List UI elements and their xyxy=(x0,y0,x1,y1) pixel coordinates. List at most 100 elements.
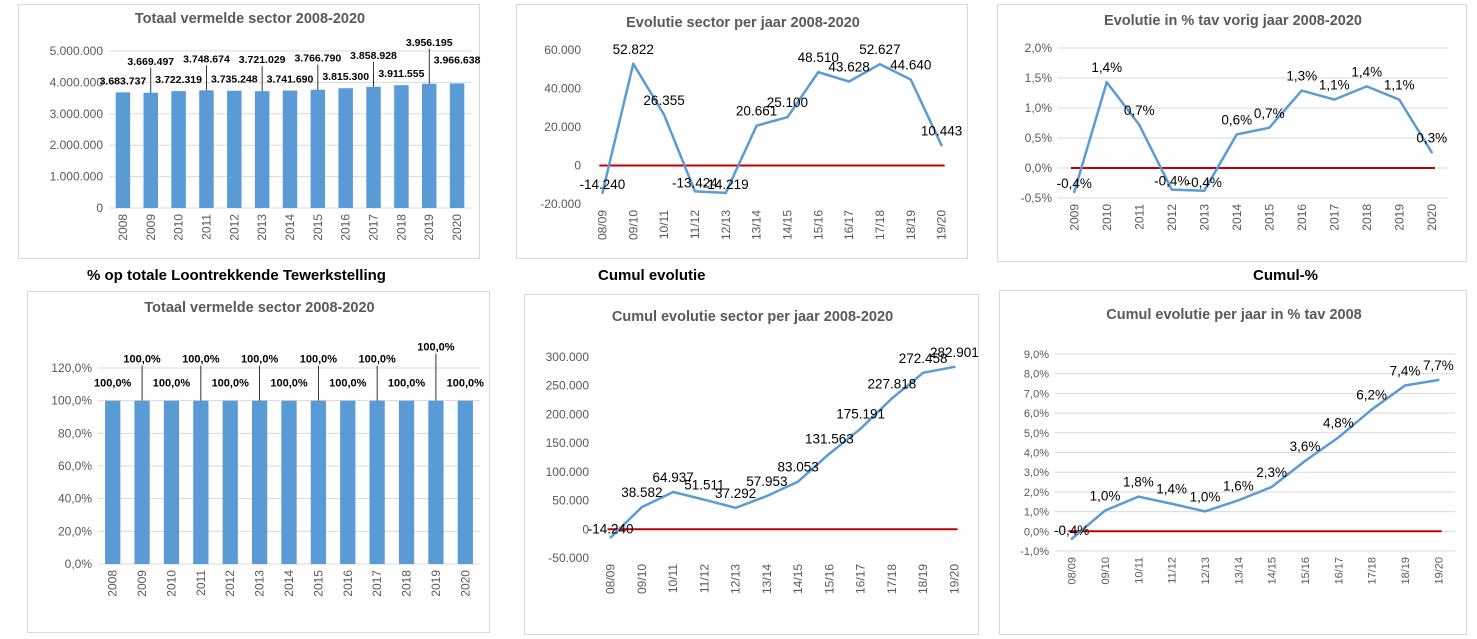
x-tick-label: 2015 xyxy=(1262,204,1276,231)
data-label: 100,0% xyxy=(329,378,367,390)
y-tick-label: 60.000 xyxy=(544,43,581,57)
data-label: 100,0% xyxy=(388,378,426,390)
data-point xyxy=(921,371,925,375)
y-tick-label: -20.000 xyxy=(540,197,581,211)
x-tick-label: 09/10 xyxy=(1100,557,1112,585)
x-tick-label: 11/12 xyxy=(1167,557,1179,584)
y-tick-label: 4,0% xyxy=(1024,448,1049,460)
x-tick-label: 17/18 xyxy=(1367,557,1379,585)
data-label: 48.510 xyxy=(798,50,839,65)
y-tick-label: 120,0% xyxy=(51,361,92,375)
y-tick-label: 6,0% xyxy=(1024,408,1049,420)
data-point xyxy=(817,70,820,74)
data-point xyxy=(632,62,635,66)
x-tick-label: 14/15 xyxy=(780,210,794,240)
y-tick-label: 150.000 xyxy=(546,436,590,450)
series-line xyxy=(601,62,943,195)
data-label: 3.858.928 xyxy=(350,50,397,62)
data-label: 1,1% xyxy=(1319,78,1350,93)
data-label: -14.219 xyxy=(703,177,749,192)
data-label: 7,7% xyxy=(1423,358,1454,373)
bar xyxy=(251,400,268,564)
data-point xyxy=(796,480,800,483)
bar xyxy=(340,400,356,564)
data-point xyxy=(1365,85,1368,88)
bar xyxy=(105,400,121,564)
chart-title: Totaal vermelde sector 2008-2020 xyxy=(144,300,374,316)
data-label: 44.640 xyxy=(890,58,931,73)
data-label: 3.722.319 xyxy=(155,74,202,86)
x-tick-label: 2012 xyxy=(223,570,237,597)
x-tick-label: 08/09 xyxy=(604,564,618,594)
data-point xyxy=(703,498,706,501)
bar xyxy=(338,88,353,208)
x-tick-label: 12/13 xyxy=(729,564,743,594)
data-label: 175.191 xyxy=(836,407,885,422)
x-tick-label: 2020 xyxy=(458,570,472,597)
x-tick-label: 2011 xyxy=(1132,204,1146,230)
y-tick-label: 2,0% xyxy=(1025,41,1053,55)
data-point xyxy=(693,190,697,193)
data-label: 2,3% xyxy=(1256,465,1287,480)
data-point xyxy=(1138,123,1141,127)
data-label: 0,7% xyxy=(1254,106,1285,121)
data-label: 0,3% xyxy=(1416,130,1447,145)
data-label: 0,6% xyxy=(1221,112,1252,127)
data-point xyxy=(765,494,769,498)
x-tick-label: 2011 xyxy=(194,570,208,596)
y-tick-label: 7,0% xyxy=(1024,388,1049,400)
data-point xyxy=(786,115,789,119)
x-tick-label: 12/13 xyxy=(719,210,733,240)
data-point xyxy=(1370,408,1373,411)
x-tick-label: 15/16 xyxy=(1300,557,1312,585)
series-line xyxy=(1070,378,1439,540)
chart-svg: Totaal vermelde sector 2008-2020 0 1.000.0… xyxy=(50,11,481,241)
data-label: 1,4% xyxy=(1156,482,1187,497)
y-tick-label: 0,0% xyxy=(1025,161,1053,175)
y-tick-label: 80,0% xyxy=(58,426,92,440)
x-tick-label: 09/10 xyxy=(635,564,649,594)
y-tick-label: 250.000 xyxy=(546,379,590,393)
y-tick-label: 50.000 xyxy=(552,494,589,508)
data-point xyxy=(1398,98,1401,101)
x-tick-label: 2016 xyxy=(341,570,355,597)
data-label: 100,0% xyxy=(241,354,279,366)
chart-svg: Cumul evolutie per jaar in % tav 2008 -1,… xyxy=(1020,307,1455,585)
data-label: 3.911.555 xyxy=(378,68,424,80)
x-tick-label: 2009 xyxy=(135,570,149,597)
x-tick-label: 13/14 xyxy=(1233,557,1245,585)
data-point xyxy=(671,490,675,494)
data-label: 1,0% xyxy=(1090,489,1121,504)
section-title-pct-total: % op totale Loontrekkende Tewerkstelling xyxy=(87,267,386,284)
x-tick-label: 14/15 xyxy=(791,564,805,594)
data-label: 100,0% xyxy=(300,354,338,366)
y-tick-label: 300.000 xyxy=(546,350,590,364)
data-label: 57.953 xyxy=(746,474,787,489)
data-label: 272.458 xyxy=(899,351,948,366)
chart-panel-cumul-evolution: Cumul evolutie sector per jaar 2008-2020… xyxy=(524,294,979,635)
x-tick-label: 2014 xyxy=(283,214,297,241)
chart-panel-pct-total: Totaal vermelde sector 2008-2020 0,0% 20,0… xyxy=(27,291,490,633)
bar xyxy=(281,400,297,564)
bar xyxy=(421,83,437,208)
bar xyxy=(134,400,150,564)
data-label: 38.582 xyxy=(621,485,662,500)
data-label: 43.628 xyxy=(828,60,869,75)
data-point xyxy=(601,191,604,195)
data-label: 37.292 xyxy=(715,486,756,501)
x-tick-label: 2017 xyxy=(370,570,384,597)
x-tick-label: 13/14 xyxy=(750,210,764,240)
x-tick-label: 2019 xyxy=(429,570,443,597)
data-label: -0,4% xyxy=(1057,176,1092,191)
y-tick-label: 1.000.000 xyxy=(50,170,104,184)
chart-panel-evolution-pct: Evolutie in % tav vorig jaar 2008-2020 -0… xyxy=(997,4,1467,262)
chart-panel-evolution-per-year: Evolutie sector per jaar 2008-2020 -20.00… xyxy=(516,4,968,259)
chart-svg: Evolutie in % tav vorig jaar 2008-2020 -0… xyxy=(1021,13,1448,231)
data-point xyxy=(724,191,727,195)
chart-title: Evolutie sector per jaar 2008-2020 xyxy=(626,15,860,31)
data-label: 52.822 xyxy=(613,42,654,57)
data-point xyxy=(1270,485,1273,489)
data-label: 3.956.195 xyxy=(406,37,453,49)
data-point xyxy=(734,506,737,510)
x-tick-label: 2008 xyxy=(116,214,130,241)
